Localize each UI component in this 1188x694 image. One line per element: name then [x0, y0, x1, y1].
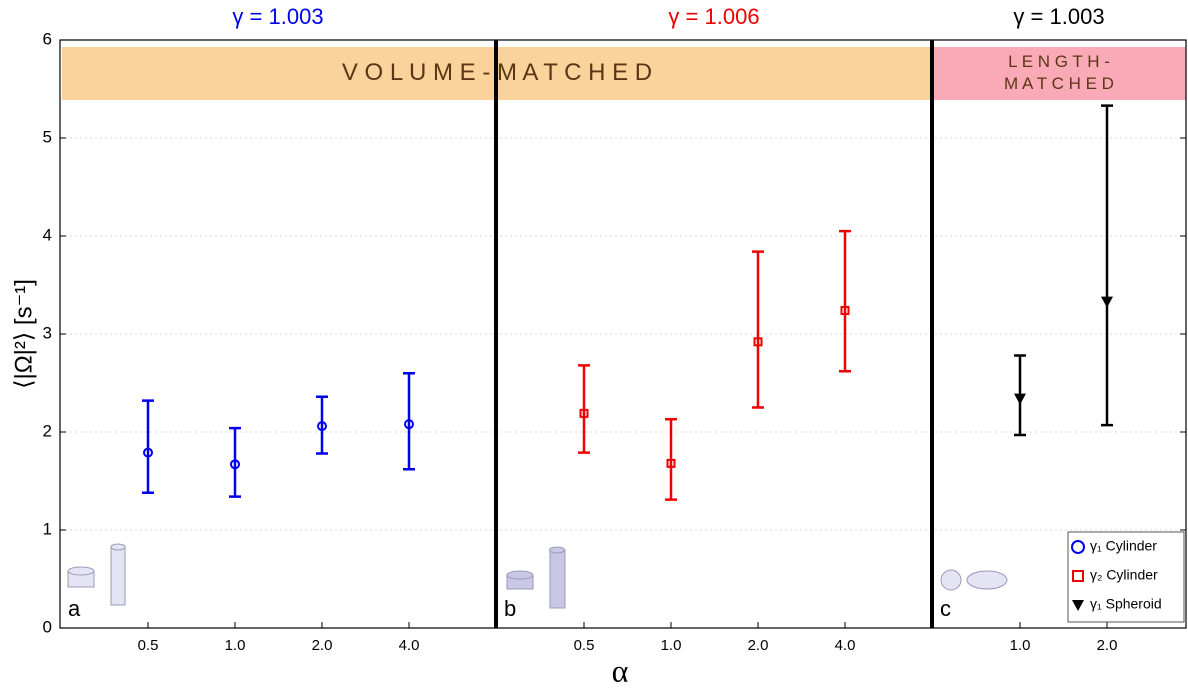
- y-axis-label: ⟨|Ω|²⟩ [s⁻¹]: [10, 279, 37, 389]
- icon: [940, 569, 962, 591]
- error-bar: [1101, 104, 1113, 427]
- x-tick-label: 4.0: [399, 637, 420, 654]
- marker: [840, 305, 850, 315]
- y-tick-label: 0: [43, 617, 52, 636]
- x-tick-label: 0.5: [138, 637, 159, 654]
- legend: γ₁ Cylinder γ₂ Cylinder γ₁ Spheroid: [1067, 531, 1185, 623]
- error-bar: [403, 371, 415, 471]
- x-tick-label: 0.5: [574, 637, 595, 654]
- band: [932, 47, 1186, 100]
- legend-marker: [1072, 570, 1084, 582]
- marker: [230, 459, 240, 470]
- x-tick-label: 1.0: [225, 637, 246, 654]
- x-tick-label: 1.0: [1010, 637, 1031, 654]
- error-bar: [316, 395, 328, 455]
- y-tick-label: 1: [43, 519, 52, 538]
- error-bar: [229, 426, 241, 498]
- marker: [1014, 393, 1026, 405]
- panel-title: γ = 1.006: [668, 4, 759, 29]
- panel-title: γ = 1.003: [1013, 4, 1104, 29]
- icon: [549, 546, 565, 554]
- y-tick-label: 4: [43, 225, 52, 244]
- x-tick-label: 1.0: [661, 637, 682, 654]
- legend-marker: [1071, 540, 1085, 554]
- marker: [753, 337, 763, 347]
- legend-label: γ₂ Cylinder: [1090, 567, 1158, 583]
- icon: [110, 546, 126, 606]
- marker: [317, 421, 327, 432]
- plot-frame: [59, 39, 1187, 629]
- band-label: M A T C H E D: [1004, 74, 1114, 93]
- panel-label: a: [68, 596, 81, 621]
- y-tick-label: 6: [43, 29, 52, 48]
- icon: [966, 570, 1008, 590]
- legend-box: [1067, 531, 1185, 623]
- legend-label: γ₁ Spheroid: [1090, 596, 1162, 612]
- legend-label: γ₁ Cylinder: [1090, 538, 1157, 554]
- marker: [404, 419, 414, 430]
- x-tick-label: 2.0: [1097, 637, 1118, 654]
- icons: [67, 543, 1008, 609]
- legend-marker: [1072, 600, 1084, 611]
- icon: [549, 549, 566, 609]
- x-axis-label: α: [612, 652, 629, 688]
- error-bar: [142, 399, 154, 495]
- marker: [1101, 296, 1113, 308]
- x-tick-label: 2.0: [312, 637, 333, 654]
- y-tick-label: 3: [43, 323, 52, 342]
- x-tick-label: 4.0: [835, 637, 856, 654]
- error-bar: [752, 250, 764, 409]
- icon: [506, 570, 534, 580]
- icon: [110, 543, 126, 551]
- error-bar: [839, 229, 851, 373]
- panel-label: c: [940, 596, 951, 621]
- x-tick-label: 2.0: [748, 637, 769, 654]
- marker: [143, 447, 153, 458]
- band-label: L E N G T H -: [1008, 52, 1110, 71]
- marker: [579, 408, 589, 418]
- y-tick-label: 2: [43, 421, 52, 440]
- y-tick-label: 5: [43, 127, 52, 146]
- icon: [67, 566, 95, 576]
- panel-title: γ = 1.003: [232, 4, 323, 29]
- marker: [666, 458, 676, 468]
- panel-label: b: [504, 596, 516, 621]
